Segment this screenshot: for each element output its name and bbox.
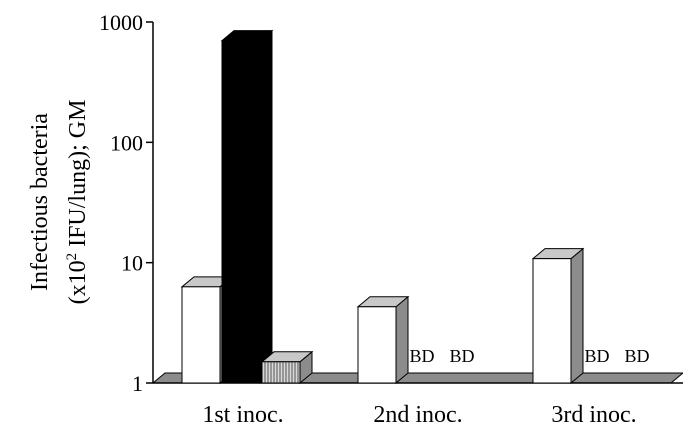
y-axis-label-line2: (x10 [65,260,91,304]
bar-front [181,286,221,384]
y-tick-label: 1000 [99,10,143,35]
bar-white [356,295,410,385]
bd-annotation: BD [584,346,609,366]
bar-front [357,306,397,384]
bar-front [261,361,301,384]
bar-black [220,29,274,385]
x-tick-label: 1st inoc. [202,402,283,428]
bd-annotation: BD [624,346,649,366]
bd-annotation: BD [409,346,434,366]
labels: 1st inoc. 2nd inoc. 3rd inoc. BD BD BD BD [202,346,649,428]
y-axis-label: Infectious bacteria (x102 IFU/lung); GM [27,100,91,305]
bar-side [570,247,584,385]
y-axis: 1 10 100 1000 [99,10,683,396]
bar-front [532,258,572,384]
bar-side [395,295,409,385]
y-tick-label: 1 [132,371,143,396]
x-tick-label: 2nd inoc. [373,402,462,428]
bars [180,29,585,385]
y-tick-label: 10 [121,251,143,276]
y-tick-label: 100 [110,130,143,155]
x-tick-label: 3rd inoc. [551,402,636,428]
bar-white [531,247,585,385]
y-axis-label-line2-rest: IFU/lung); GM [65,100,91,253]
y-axis-label-superscript: 2 [64,253,80,261]
bar-front [221,40,261,384]
y-axis-label-line1: Infectious bacteria [27,113,53,291]
bd-annotation: BD [449,346,474,366]
bar-hatched [260,350,314,385]
bar-side [259,29,273,385]
